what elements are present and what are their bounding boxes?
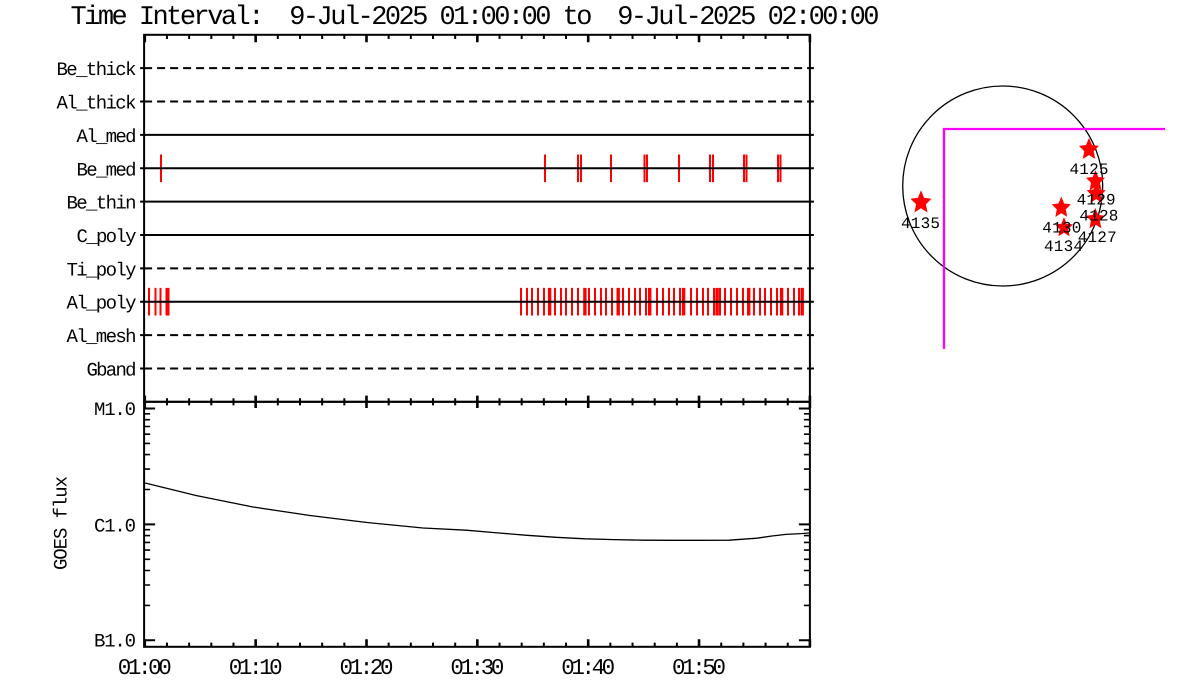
svg-text:Be_thick: Be_thick bbox=[57, 59, 137, 81]
svg-text:Al_thick: Al_thick bbox=[57, 93, 137, 115]
svg-text:01:50: 01:50 bbox=[672, 655, 726, 681]
svg-text:Be_med: Be_med bbox=[77, 159, 137, 181]
svg-text:01:40: 01:40 bbox=[561, 655, 615, 681]
svg-text:Al_poly: Al_poly bbox=[67, 293, 137, 315]
svg-text:Be_thin: Be_thin bbox=[67, 193, 137, 215]
svg-text:4130: 4130 bbox=[1042, 219, 1081, 237]
svg-text:Al_med: Al_med bbox=[77, 126, 137, 148]
svg-text:B1.0: B1.0 bbox=[94, 631, 136, 653]
svg-text:Gband: Gband bbox=[87, 359, 137, 381]
svg-text:Ti_poly: Ti_poly bbox=[67, 259, 137, 281]
svg-text:4134: 4134 bbox=[1044, 238, 1083, 256]
svg-text:4135: 4135 bbox=[901, 215, 940, 233]
svg-text:Time Interval: 9-Jul-2025 01:: Time Interval: 9-Jul-2025 01:00:00 to 9-… bbox=[71, 3, 880, 33]
svg-text:Al_mesh: Al_mesh bbox=[67, 326, 137, 348]
svg-text:01:20: 01:20 bbox=[340, 655, 394, 681]
svg-text:C1.0: C1.0 bbox=[94, 516, 136, 538]
svg-text:01:30: 01:30 bbox=[450, 655, 504, 681]
svg-text:4127: 4127 bbox=[1078, 229, 1117, 247]
svg-text:C_poly: C_poly bbox=[77, 226, 137, 248]
svg-text:M1.0: M1.0 bbox=[94, 399, 136, 421]
svg-text:4125: 4125 bbox=[1070, 161, 1109, 179]
svg-text:GOES flux: GOES flux bbox=[51, 476, 73, 570]
svg-text:4128: 4128 bbox=[1079, 207, 1118, 225]
svg-text:01:00: 01:00 bbox=[118, 655, 172, 681]
svg-text:4129: 4129 bbox=[1077, 191, 1116, 209]
svg-text:01:10: 01:10 bbox=[229, 655, 283, 681]
